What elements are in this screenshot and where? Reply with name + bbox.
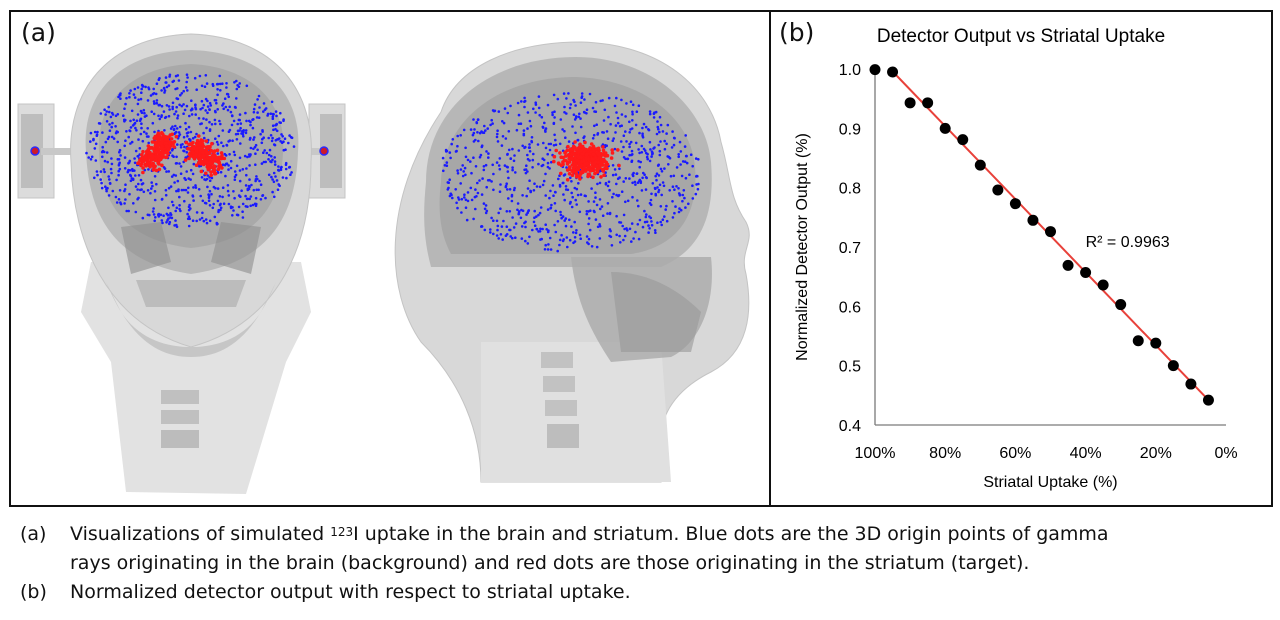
figure-frame bbox=[9, 10, 1273, 507]
x-tick-label: 80% bbox=[929, 445, 961, 462]
data-point bbox=[922, 97, 934, 109]
caption-b-key: (b) bbox=[20, 581, 47, 603]
data-point bbox=[1150, 337, 1162, 349]
caption-b: (b) Normalized detector output with resp… bbox=[20, 578, 1260, 607]
y-tick-label: 0.7 bbox=[839, 240, 861, 257]
figure-caption: (a) Visualizations of simulated 123I upt… bbox=[20, 520, 1260, 607]
y-axis-label: Normalized Detector Output (%) bbox=[794, 133, 811, 361]
data-point bbox=[1132, 335, 1144, 347]
data-point bbox=[1185, 378, 1197, 390]
y-tick-label: 0.4 bbox=[839, 418, 861, 435]
x-tick-label: 0% bbox=[1214, 445, 1237, 462]
detector-output-chart: Detector Output vs Striatal Uptake 100% 8… bbox=[794, 26, 1238, 491]
y-tick-label: 0.6 bbox=[839, 299, 861, 316]
data-point bbox=[887, 66, 899, 78]
data-points bbox=[869, 64, 1214, 406]
caption-a-text: Visualizations of simulated 123I uptake … bbox=[70, 520, 1260, 578]
head-visualization bbox=[17, 33, 750, 494]
x-tick-label: 20% bbox=[1140, 445, 1172, 462]
caption-a-key: (a) bbox=[20, 523, 47, 545]
x-tick-labels: 100% 80% 60% 40% 20% 0% bbox=[855, 445, 1238, 462]
front-striatum-gamma-dots bbox=[136, 131, 227, 178]
data-point bbox=[1080, 267, 1092, 279]
isotope-superscript: 123 bbox=[330, 525, 354, 539]
x-tick-label: 100% bbox=[855, 445, 896, 462]
data-point bbox=[992, 184, 1004, 196]
data-point bbox=[957, 134, 969, 146]
front-head-model bbox=[17, 33, 346, 494]
data-point bbox=[1062, 259, 1074, 271]
data-point bbox=[1115, 299, 1127, 311]
side-striatum-gamma-dots bbox=[552, 140, 621, 182]
data-point bbox=[869, 64, 881, 76]
y-tick-label: 1.0 bbox=[839, 62, 861, 79]
chart-title: Detector Output vs Striatal Uptake bbox=[877, 26, 1165, 47]
y-tick-label: 0.5 bbox=[839, 359, 861, 376]
data-point bbox=[1097, 279, 1109, 291]
panel-divider bbox=[769, 10, 771, 507]
r-squared-annotation: R² = 0.9963 bbox=[1086, 234, 1170, 251]
data-point bbox=[974, 159, 986, 171]
data-point bbox=[1167, 360, 1179, 372]
data-point bbox=[939, 122, 951, 134]
y-tick-label: 0.9 bbox=[839, 121, 861, 138]
caption-a: (a) Visualizations of simulated 123I upt… bbox=[20, 520, 1260, 578]
x-tick-label: 60% bbox=[999, 445, 1031, 462]
caption-a-text-part: I uptake in the brain and striatum. Blue… bbox=[353, 523, 1109, 545]
data-point bbox=[1009, 198, 1021, 210]
caption-a-text-part: Visualizations of simulated bbox=[70, 523, 331, 545]
y-tick-labels: 1.0 0.9 0.8 0.7 0.6 0.5 0.4 bbox=[839, 62, 861, 435]
data-point bbox=[1027, 214, 1039, 226]
side-head-model bbox=[394, 41, 750, 483]
caption-b-text: Normalized detector output with respect … bbox=[70, 581, 631, 603]
panel-a-label: (a) bbox=[21, 18, 56, 47]
data-point bbox=[904, 97, 916, 109]
caption-a-text-part: rays originating in the brain (backgroun… bbox=[70, 552, 1030, 574]
panel-b-label: (b) bbox=[779, 18, 815, 47]
panel-b: (b) Detector Output vs Striatal Uptake 1… bbox=[771, 12, 1271, 505]
data-point bbox=[1202, 394, 1214, 406]
panel-a: (a) bbox=[11, 12, 769, 505]
x-tick-label: 40% bbox=[1070, 445, 1102, 462]
data-point bbox=[1045, 226, 1056, 238]
y-tick-label: 0.8 bbox=[839, 181, 861, 198]
side-brain-gamma-dots bbox=[441, 92, 700, 253]
x-axis-label: Striatal Uptake (%) bbox=[983, 474, 1117, 491]
